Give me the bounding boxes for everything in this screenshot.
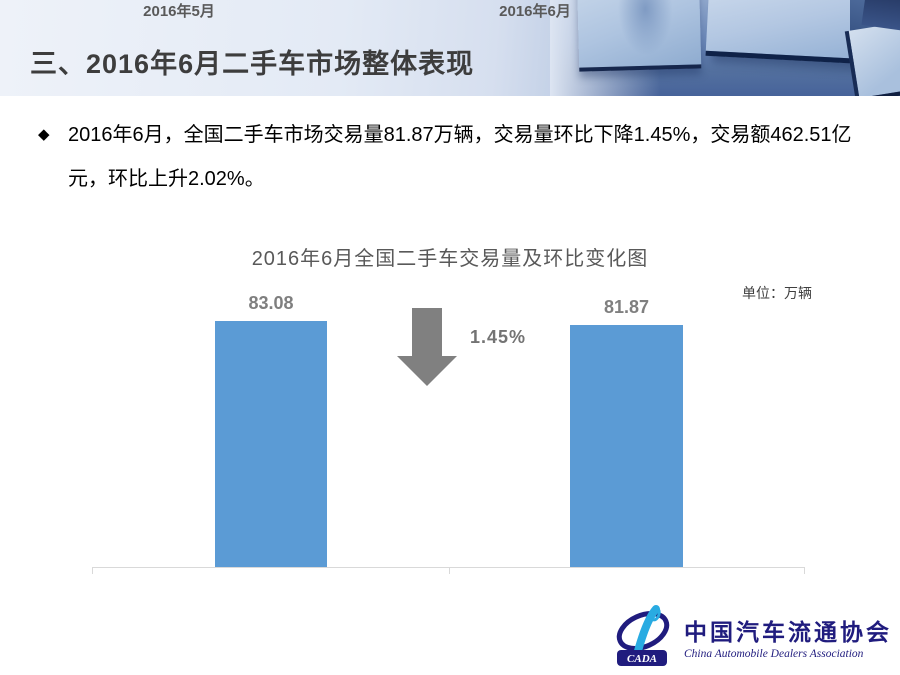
down-arrow-stem: [412, 308, 442, 356]
cada-logo: CADA 中国汽车流通协会 China Automobile Dealers A…: [616, 605, 892, 667]
percent-change-label: 1.45%: [470, 327, 527, 347]
cada-logo-text: 中国汽车流通协会 China Automobile Dealers Associ…: [684, 613, 892, 660]
axis-tick: [92, 568, 93, 574]
svg-text:CADA: CADA: [627, 653, 657, 665]
bullet-paragraph: ◆ 2016年6月，全国二手车市场交易量81.87万辆，交易量环比下降1.45%…: [38, 113, 866, 201]
category-label-may: 2016年5月: [143, 3, 215, 20]
bar-group-june: 81.87: [570, 297, 683, 567]
cube-graphic: [844, 21, 900, 96]
bar-value-label: 83.08: [248, 293, 294, 313]
axis-tick: [448, 568, 450, 574]
blue-cubes-decoration: [550, 0, 900, 96]
bullet-text: 2016年6月，全国二手车市场交易量81.87万辆，交易量环比下降1.45%，交…: [68, 124, 852, 190]
bar-group-may: 83.08: [215, 293, 327, 567]
logo-name-english: China Automobile Dealers Association: [684, 647, 864, 660]
chart-unit-label: 单位：万辆: [742, 285, 812, 301]
axis-tick: [804, 568, 805, 574]
bar-value-label: 81.87: [603, 297, 650, 317]
category-label-june: 2016年6月: [499, 3, 571, 20]
bar-chart-plot-area: 83.08 81.87: [92, 293, 805, 574]
cada-logo-icon: CADA: [616, 605, 670, 666]
bar-june-2016: [570, 325, 683, 567]
down-arrow-icon: [397, 308, 457, 386]
slide-title: 三、2016年6月二手车市场整体表现: [30, 49, 475, 79]
logo-name-chinese: 中国汽车流通协会: [684, 619, 892, 645]
bar-may-2016: [215, 321, 327, 567]
header-banner: 三、2016年6月二手车市场整体表现: [0, 0, 900, 96]
chart-title: 2016年6月全国二手车交易量及环比变化图: [251, 248, 649, 270]
diamond-bullet-icon: ◆: [38, 126, 50, 143]
down-arrow-head: [397, 356, 457, 386]
